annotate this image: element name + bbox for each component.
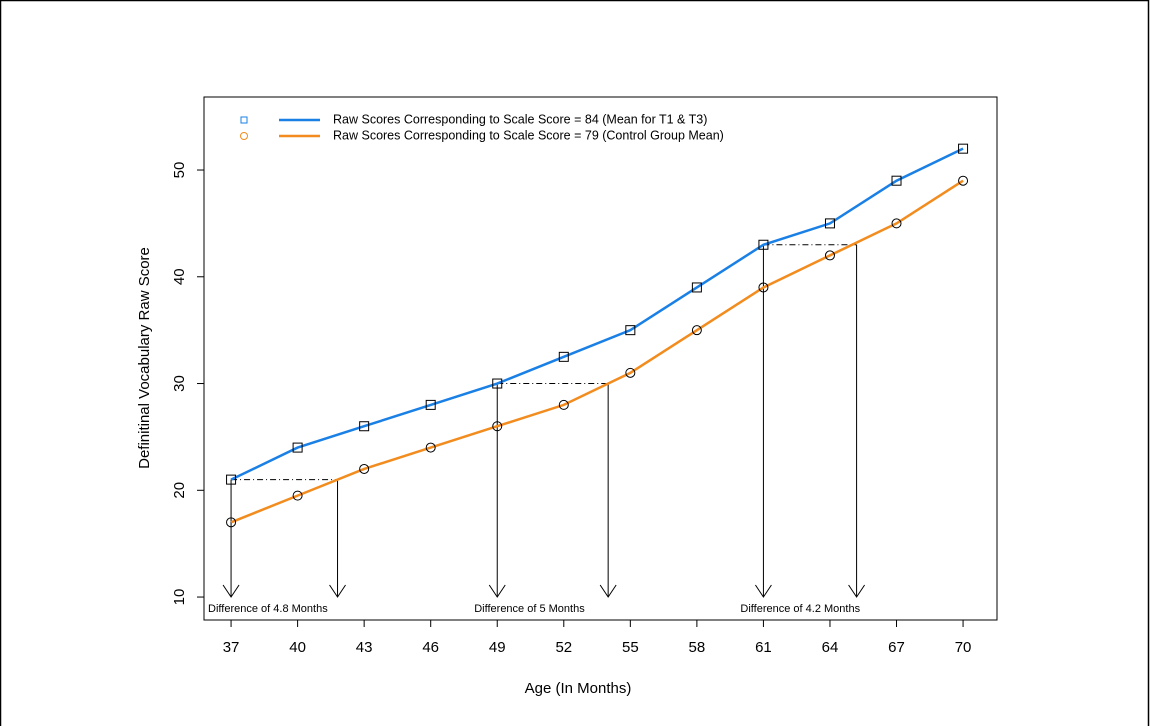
x-tick-label: 70: [955, 639, 972, 656]
x-tick-label: 46: [422, 639, 439, 656]
y-tick-label: 50: [171, 162, 188, 179]
legend-marker: [240, 116, 248, 124]
x-tick-label: 43: [356, 639, 373, 656]
point: [492, 378, 503, 389]
x-tick-label: 52: [555, 639, 572, 656]
legend-label: Raw Scores Corresponding to Scale Score …: [333, 128, 724, 142]
point: [891, 218, 902, 229]
point: [359, 463, 370, 474]
point: [891, 175, 902, 186]
point: [958, 143, 969, 154]
point: [758, 239, 769, 250]
point: [691, 325, 702, 336]
point: [492, 421, 503, 432]
point: [558, 399, 569, 410]
annotation: Difference of 4.8 Months: [208, 603, 328, 615]
point: [558, 351, 569, 362]
y-tick-label: 20: [171, 482, 188, 499]
x-tick-label: 49: [489, 639, 506, 656]
x-tick-label: 64: [822, 639, 839, 656]
point: [958, 175, 969, 186]
point: [425, 399, 436, 410]
arrow-head: [222, 584, 240, 598]
series-line: [230, 179, 964, 524]
plot-box: [203, 96, 998, 621]
x-tick-label: 67: [888, 639, 905, 656]
x-tick-label: 55: [622, 639, 639, 656]
y-tick-label: 10: [171, 589, 188, 606]
legend-label: Raw Scores Corresponding to Scale Score …: [333, 112, 707, 126]
arrow-head: [848, 584, 866, 598]
point: [824, 250, 835, 261]
x-axis-label: Age (In Months): [525, 680, 632, 697]
x-tick-label: 37: [223, 639, 240, 656]
annotation: Difference of 4.2 Months: [740, 603, 860, 615]
point: [292, 490, 303, 501]
arrow-head: [329, 584, 346, 598]
point: [359, 421, 370, 432]
y-tick-label: 40: [171, 268, 188, 285]
y-tick-label: 30: [171, 375, 188, 392]
x-tick-label: 40: [289, 639, 306, 656]
arrow-head: [599, 584, 617, 598]
point: [425, 442, 436, 453]
point: [758, 282, 769, 293]
point: [824, 218, 835, 229]
point: [691, 282, 702, 293]
point: [226, 517, 237, 528]
x-tick-label: 58: [689, 639, 706, 656]
annotation: Difference of 5 Months: [474, 603, 585, 615]
point: [625, 325, 636, 336]
point: [226, 474, 237, 485]
y-axis-label: Definitinal Vocabulary Raw Score: [136, 247, 153, 469]
arrow-head: [755, 584, 772, 598]
point: [292, 442, 303, 453]
series-line: [230, 147, 964, 481]
x-tick-label: 61: [755, 639, 772, 656]
legend-marker: [240, 132, 248, 140]
arrow-head: [488, 584, 506, 598]
point: [625, 367, 636, 378]
